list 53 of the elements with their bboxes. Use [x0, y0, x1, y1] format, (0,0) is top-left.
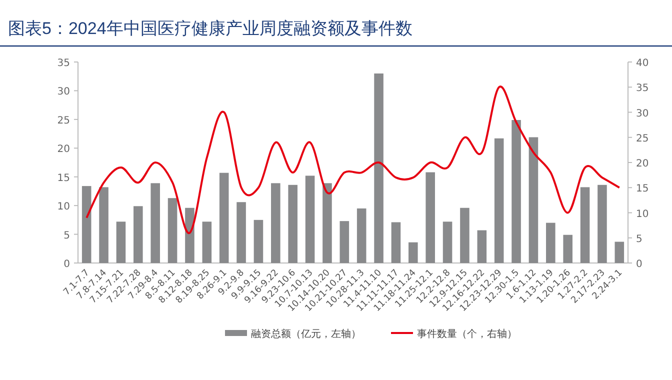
bar — [82, 186, 92, 263]
bar — [408, 242, 418, 263]
bar — [340, 221, 350, 263]
y2-tick-label: 5 — [636, 234, 642, 245]
bar — [150, 183, 160, 263]
bar — [185, 208, 194, 263]
legend-label: 事件数量（个，右轴） — [417, 328, 517, 340]
line-series — [86, 86, 620, 234]
bar — [202, 222, 212, 263]
y2-tick-label: 40 — [636, 58, 649, 69]
bar — [598, 184, 607, 263]
y2-tick-label: 20 — [636, 158, 649, 170]
y-tick-label: 30 — [57, 86, 70, 98]
bar — [528, 137, 538, 263]
bar — [99, 187, 108, 263]
y2-tick-label: 10 — [636, 208, 649, 220]
bar — [322, 183, 332, 263]
bar — [442, 222, 452, 263]
y-tick-label: 35 — [57, 58, 70, 69]
bar — [254, 220, 264, 263]
y-tick-label: 0 — [64, 259, 70, 270]
y2-tick-label: 30 — [636, 108, 649, 120]
bar — [391, 222, 401, 263]
y-tick-label: 5 — [64, 230, 70, 242]
y-tick-label: 15 — [57, 172, 70, 184]
bar — [356, 208, 366, 263]
bar — [614, 242, 624, 263]
bar — [305, 176, 315, 263]
bar — [512, 120, 521, 263]
bar — [580, 187, 590, 263]
bar — [460, 208, 470, 263]
y2-tick-label: 15 — [636, 184, 649, 195]
legend-label: 融资总额（亿元，左轴） — [251, 328, 361, 340]
bar — [116, 222, 126, 263]
bar — [168, 198, 178, 263]
bar — [546, 222, 556, 263]
bar — [236, 202, 246, 263]
bar — [219, 172, 229, 263]
bar — [494, 138, 504, 263]
chart-title: 图表5：2024年中国医疗健康产业周度融资额及事件数 — [8, 19, 412, 38]
bar — [426, 172, 435, 263]
bar — [134, 206, 143, 263]
bar — [288, 184, 298, 263]
y2-tick-label: 0 — [636, 259, 642, 270]
bar — [563, 234, 572, 263]
y-tick-label: 10 — [57, 202, 70, 213]
y-tick-label: 25 — [57, 115, 70, 126]
bar — [477, 230, 487, 263]
y2-tick-label: 35 — [636, 83, 649, 94]
y-tick-label: 20 — [57, 144, 70, 156]
bar — [271, 183, 280, 263]
bar — [374, 73, 384, 263]
y2-tick-label: 25 — [636, 133, 649, 144]
